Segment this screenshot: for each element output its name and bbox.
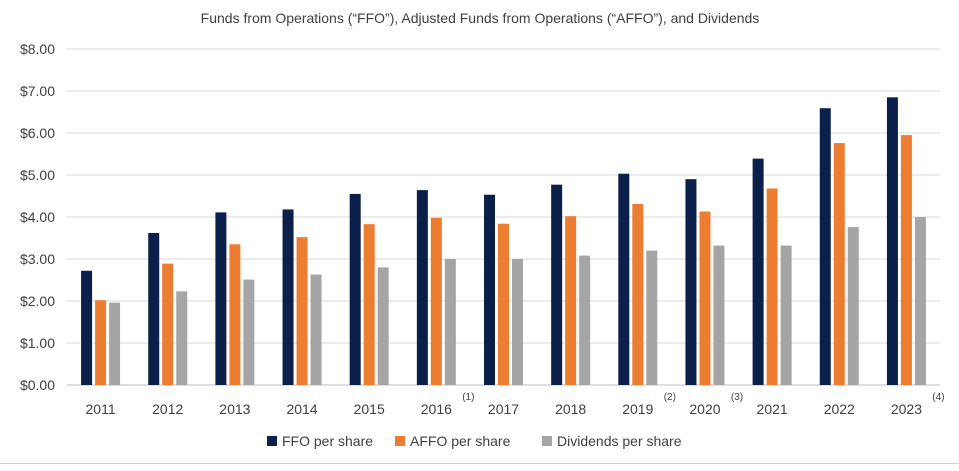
x-tick-label: 2012: [152, 401, 183, 417]
bar-ffo-per-share: [886, 97, 898, 386]
x-tick-label: 2016: [421, 401, 452, 417]
x-tick-label: 2014: [286, 401, 317, 417]
bar-dividends-per-share: [444, 259, 456, 385]
bar-dividends-per-share: [646, 250, 658, 385]
y-tick-label: $7.00: [20, 83, 55, 99]
bar-affo-per-share: [95, 300, 107, 385]
bar-affo-per-share: [162, 263, 174, 385]
bar-ffo-per-share: [551, 184, 563, 385]
bar-ffo-per-share: [685, 179, 697, 385]
legend: FFO per share AFFO per share Dividends per…: [267, 433, 682, 449]
bottom-divider: [0, 463, 959, 464]
bar-affo-per-share: [229, 244, 241, 385]
bar-ffo-per-share: [81, 270, 93, 385]
bar-affo-per-share: [430, 217, 442, 385]
bar-affo-per-share: [900, 135, 912, 385]
legend-label: AFFO per share: [410, 433, 511, 449]
y-tick-label: $5.00: [20, 167, 55, 183]
legend-swatch: [267, 436, 277, 446]
x-tick-label: 2021: [757, 401, 788, 417]
bar-dividends-per-share: [847, 227, 859, 385]
bar-dividends-per-share: [243, 279, 255, 385]
bar-ffo-per-share: [484, 194, 495, 385]
x-tick-footnote: (1): [462, 392, 474, 403]
bar-dividends-per-share: [713, 245, 725, 385]
bar-dividends-per-share: [579, 255, 591, 385]
y-tick-label: $8.00: [20, 41, 55, 57]
bar-affo-per-share: [766, 188, 778, 385]
bar-affo-per-share: [363, 224, 375, 385]
bar-ffo-per-share: [282, 209, 294, 385]
bar-ffo-per-share: [215, 212, 227, 385]
bars: [81, 97, 926, 386]
x-axis-tick-labels: 2011 2012 2013 2014 2015 2016 (1) 2017 2018 2019 (…: [86, 392, 945, 417]
legend-swatch: [395, 436, 405, 446]
bar-dividends-per-share: [512, 259, 523, 385]
x-tick-label: 2020: [689, 401, 720, 417]
bar-dividends-per-share: [780, 245, 792, 385]
bar-ffo-per-share: [148, 232, 160, 385]
y-tick-label: $3.00: [20, 251, 55, 267]
legend-label: FFO per share: [282, 433, 373, 449]
bar-ffo-per-share: [349, 193, 361, 385]
x-tick-label: 2023: [891, 401, 922, 417]
bar-dividends-per-share: [914, 217, 926, 385]
legend-swatch: [542, 436, 552, 446]
y-tick-label: $0.00: [20, 377, 55, 393]
bar-dividends-per-share: [377, 267, 389, 385]
y-tick-label: $4.00: [20, 209, 55, 225]
bar-affo-per-share: [699, 211, 711, 385]
chart-title: Funds from Operations (“FFO”), Adjusted …: [201, 10, 760, 26]
bar-affo-per-share: [296, 237, 308, 385]
y-axis-tick-labels: $0.00 $1.00 $2.00 $3.00 $4.00 $5.00 $6.00 $7.00…: [20, 41, 55, 393]
bar-ffo-per-share: [752, 158, 764, 385]
bar-ffo-per-share: [618, 173, 630, 385]
x-tick-label: 2018: [555, 401, 586, 417]
x-tick-label: 2011: [86, 401, 116, 417]
bar-dividends-per-share: [310, 274, 322, 385]
bar-dividends-per-share: [109, 302, 121, 385]
x-tick-label: 2019: [622, 401, 653, 417]
gridlines: [67, 48, 940, 386]
x-tick-label: 2017: [488, 401, 519, 417]
bar-ffo-per-share: [416, 190, 428, 385]
bar-affo-per-share: [833, 143, 845, 385]
x-tick-footnote: (2): [664, 392, 676, 403]
y-tick-label: $2.00: [20, 293, 55, 309]
x-tick-footnote: (4): [932, 392, 944, 403]
bar-dividends-per-share: [176, 291, 188, 385]
y-tick-label: $6.00: [20, 125, 55, 141]
bar-affo-per-share: [498, 223, 509, 385]
bar-affo-per-share: [632, 203, 644, 385]
bar-ffo-per-share: [819, 108, 831, 385]
bar-affo-per-share: [565, 216, 577, 385]
legend-label: Dividends per share: [557, 433, 682, 449]
x-tick-label: 2015: [354, 401, 385, 417]
y-tick-label: $1.00: [20, 335, 55, 351]
x-tick-footnote: (3): [731, 392, 743, 403]
x-tick-label: 2022: [824, 401, 855, 417]
x-tick-label: 2013: [219, 401, 250, 417]
